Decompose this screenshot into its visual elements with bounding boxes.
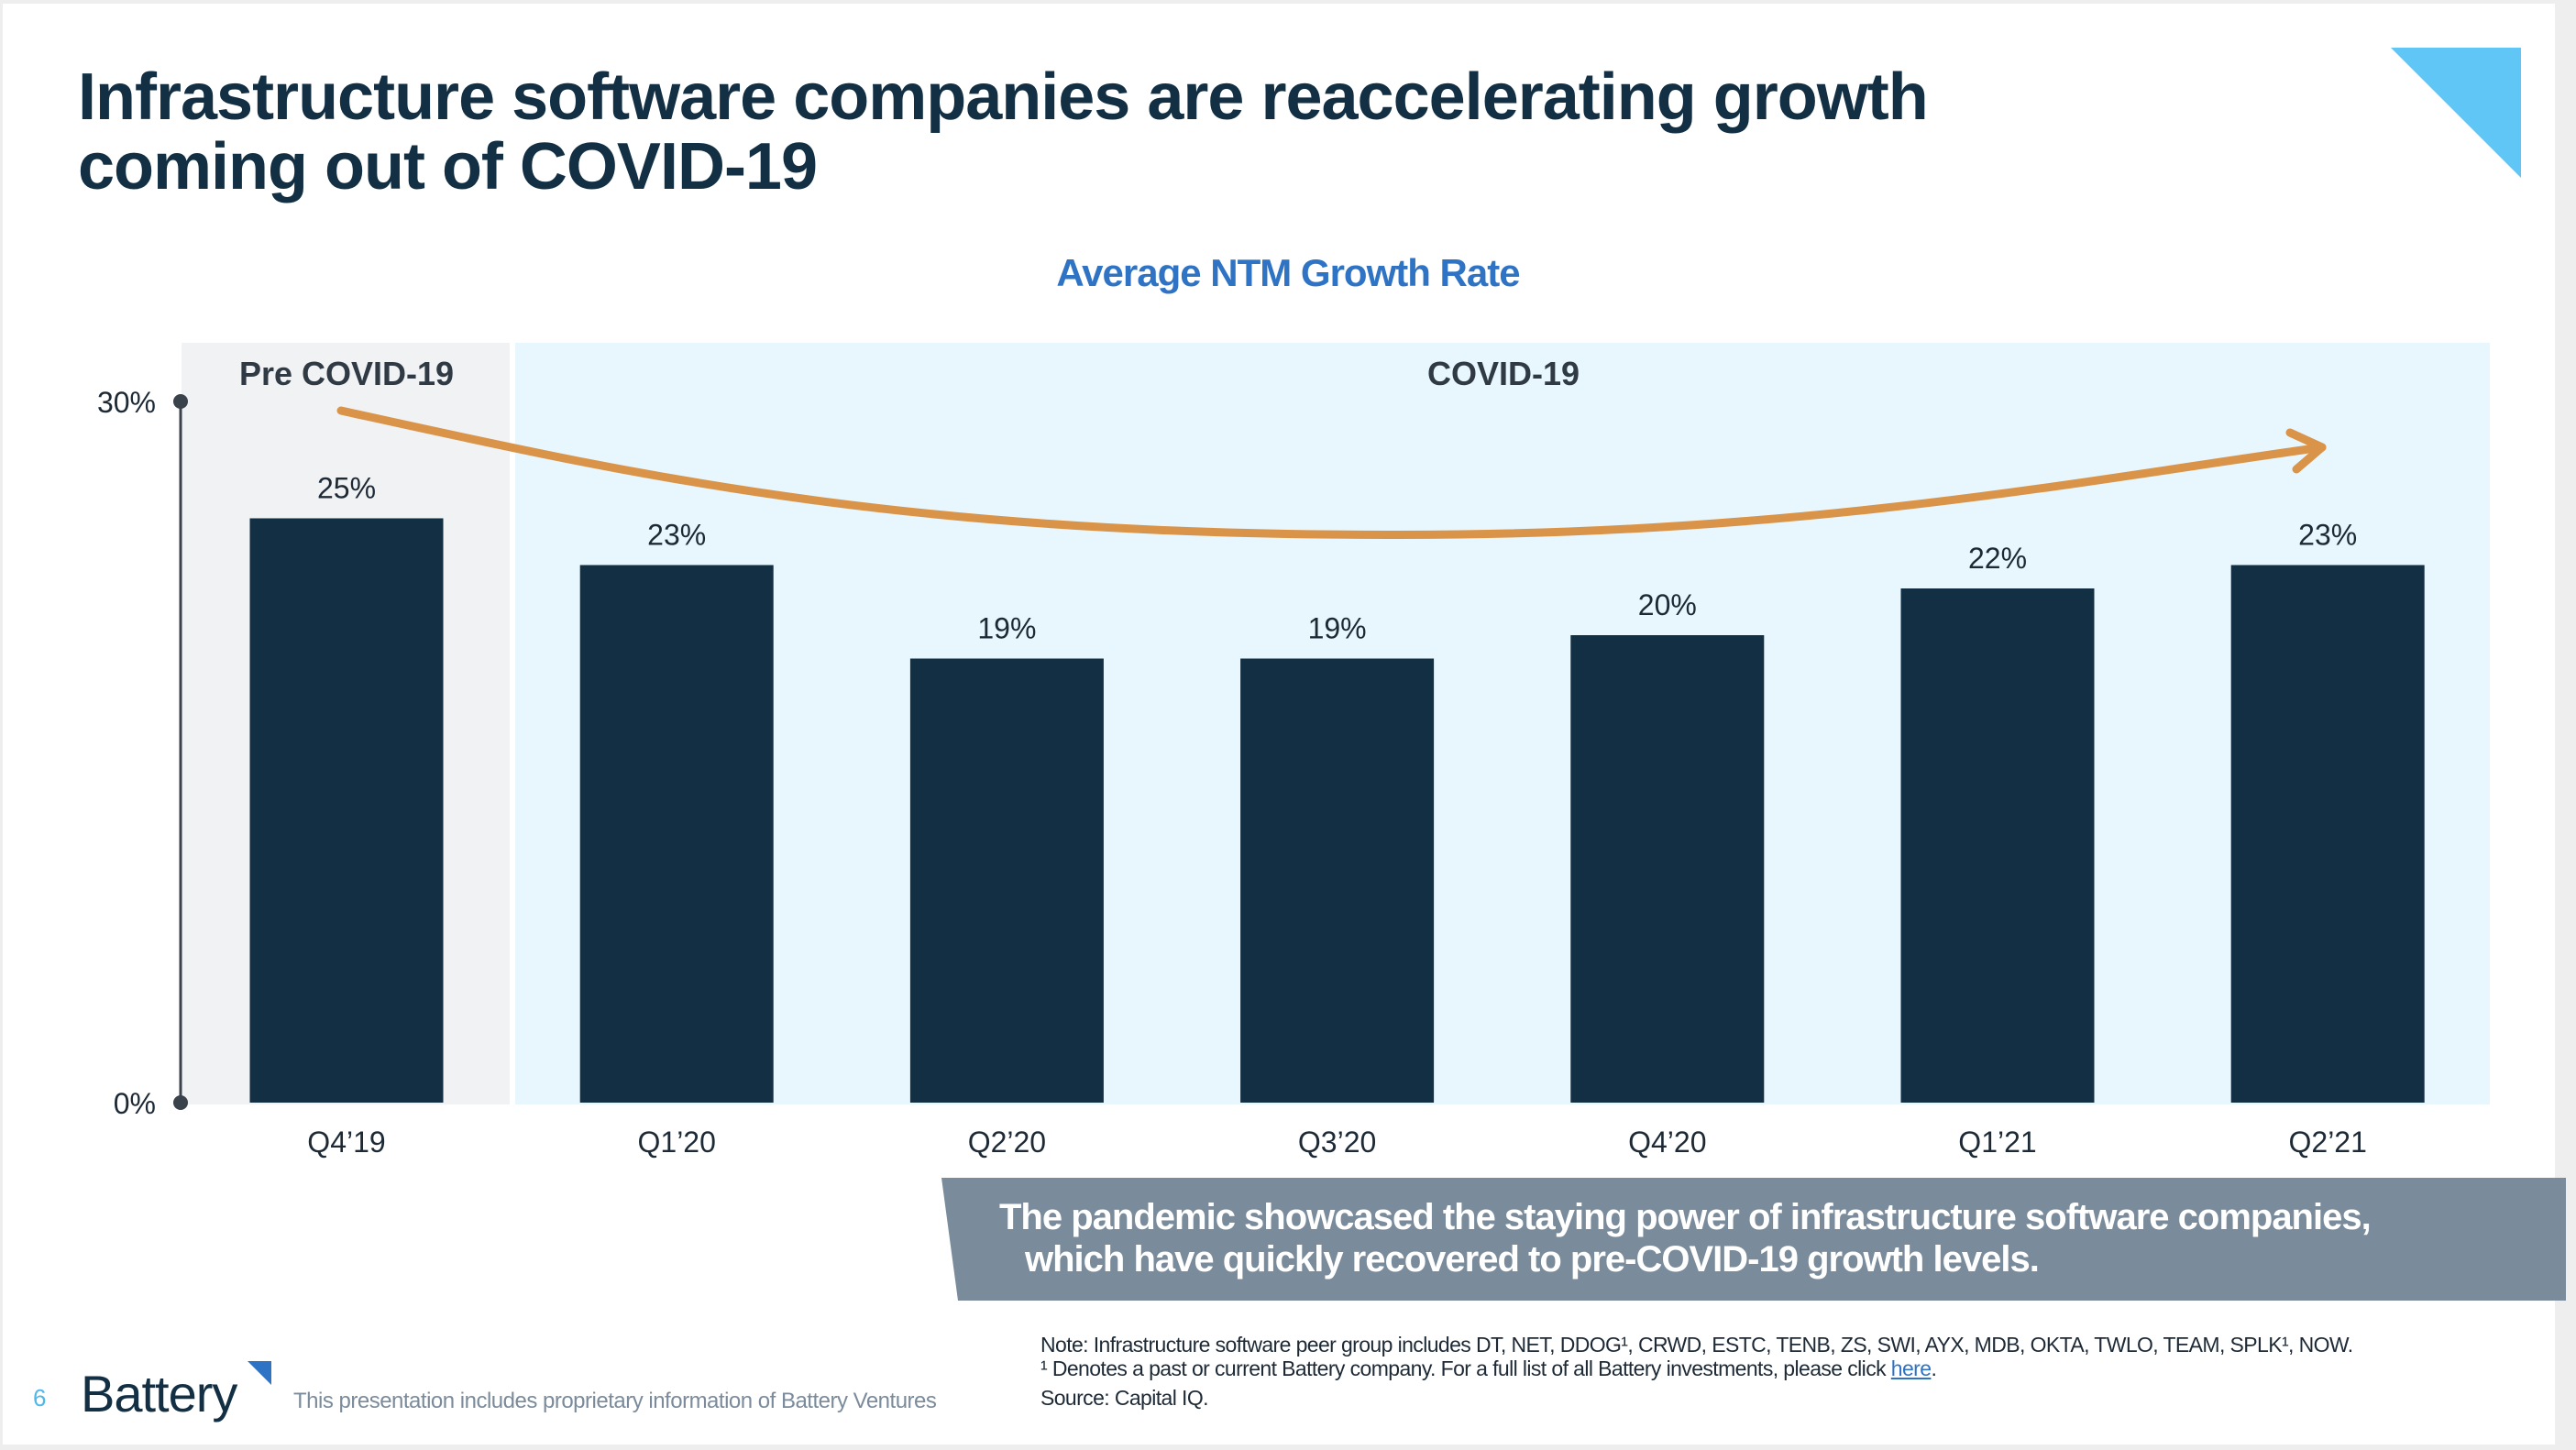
title-line-1: Infrastructure software companies are re… [78, 60, 1929, 134]
x-tick-label-3: Q3’20 [1298, 1126, 1376, 1159]
takeaway-banner: The pandemic showcased the staying power… [999, 1196, 2548, 1280]
x-tick-label-1: Q1’20 [638, 1126, 716, 1159]
bar-2 [909, 658, 1104, 1103]
bar-value-label-2: 19% [977, 612, 1036, 645]
x-tick-label-6: Q2’21 [2289, 1126, 2367, 1159]
trend-arrow [336, 406, 2327, 539]
trend-arrow-head-icon [2285, 428, 2327, 474]
footnotes: Note: Infrastructure software peer group… [1040, 1333, 2353, 1410]
bar-0 [249, 518, 444, 1103]
note-battery-text: ¹ Denotes a past or current Battery comp… [1040, 1357, 1887, 1380]
note-period: . [1931, 1357, 1937, 1380]
period-label-pre-covid: Pre COVID-19 [239, 355, 454, 392]
y-axis-dot-max [173, 394, 188, 409]
corner-triangle-icon [2391, 48, 2521, 178]
bar-4 [1570, 635, 1765, 1103]
y-axis-dot-min [173, 1095, 188, 1110]
banner-line-2: which have quickly recovered to pre-COVI… [1025, 1239, 2040, 1280]
bar-value-label-1: 23% [647, 519, 706, 552]
bar-value-label-4: 20% [1638, 588, 1697, 621]
x-tick-label-0: Q4’19 [307, 1126, 385, 1159]
page-number: 6 [33, 1384, 47, 1412]
logo-triangle-icon [248, 1361, 271, 1385]
battery-logo: Battery [81, 1365, 237, 1423]
investments-link[interactable]: here [1890, 1357, 1932, 1380]
bar-value-label-6: 23% [2298, 519, 2357, 552]
x-tick-label-2: Q2’20 [968, 1126, 1046, 1159]
proprietary-disclaimer: This presentation includes proprietary i… [293, 1389, 937, 1413]
bar-3 [1240, 658, 1435, 1103]
note-battery-company: ¹ Denotes a past or current Battery comp… [1040, 1357, 2353, 1380]
bar-6 [2230, 565, 2425, 1103]
chart-title: Average NTM Growth Rate [1056, 251, 1520, 294]
note-source: Source: Capital IQ. [1040, 1386, 1209, 1410]
x-tick-label-4: Q4’20 [1628, 1126, 1706, 1159]
bar-value-label-5: 22% [1968, 542, 2027, 575]
bar-value-label-0: 25% [317, 472, 376, 505]
y-tick-label-0: 0% [114, 1087, 156, 1120]
bar-value-label-3: 19% [1308, 612, 1367, 645]
slide-title: Infrastructure software companies are re… [78, 62, 2186, 202]
bar-chart: Pre COVID-19 COVID-19 0% 30% 25% Q4’19 23%… [97, 343, 2490, 1159]
note-peer-group: Note: Infrastructure software peer group… [1040, 1333, 2353, 1357]
title-line-2: coming out of COVID-19 [78, 130, 818, 203]
x-tick-label-5: Q1’21 [1958, 1126, 2036, 1159]
y-tick-label-30: 30% [97, 386, 156, 419]
period-label-covid: COVID-19 [1427, 355, 1580, 392]
bar-1 [579, 565, 774, 1103]
banner-line-1: The pandemic showcased the staying power… [999, 1197, 2372, 1237]
bar-5 [1900, 588, 2095, 1103]
